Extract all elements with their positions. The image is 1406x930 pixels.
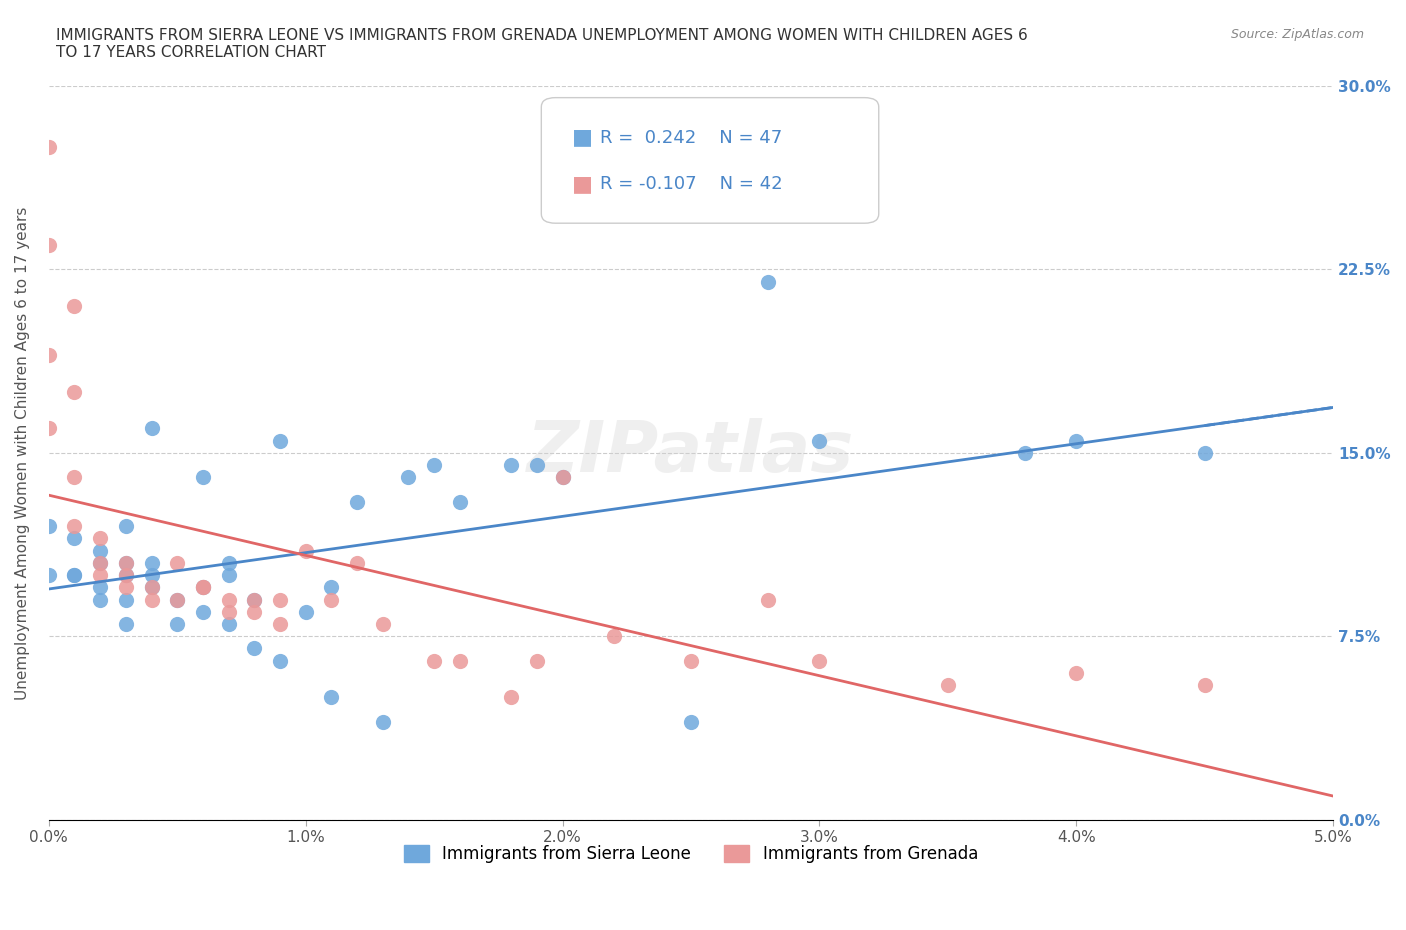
Point — [371, 714, 394, 729]
Text: R = -0.107    N = 42: R = -0.107 N = 42 — [600, 175, 783, 193]
Point — [38, 421, 60, 436]
Point — [114, 567, 136, 582]
Point — [679, 714, 702, 729]
Point — [38, 348, 60, 363]
Point — [808, 433, 831, 448]
Point — [1194, 445, 1216, 460]
Point — [936, 678, 959, 693]
Point — [114, 567, 136, 582]
Point — [526, 653, 548, 668]
Point — [114, 555, 136, 570]
Point — [396, 470, 419, 485]
Point — [114, 555, 136, 570]
Point — [218, 617, 240, 631]
Point — [501, 458, 523, 472]
Point — [63, 567, 86, 582]
Point — [114, 519, 136, 534]
Point — [423, 458, 446, 472]
Point — [89, 555, 111, 570]
Point — [166, 617, 188, 631]
Point — [63, 470, 86, 485]
Legend: Immigrants from Sierra Leone, Immigrants from Grenada: Immigrants from Sierra Leone, Immigrants… — [396, 838, 984, 870]
Point — [321, 690, 343, 705]
Point — [63, 531, 86, 546]
Point — [269, 653, 291, 668]
Point — [501, 690, 523, 705]
Point — [141, 555, 163, 570]
Point — [141, 579, 163, 594]
Text: IMMIGRANTS FROM SIERRA LEONE VS IMMIGRANTS FROM GRENADA UNEMPLOYMENT AMONG WOMEN: IMMIGRANTS FROM SIERRA LEONE VS IMMIGRAN… — [56, 28, 1028, 60]
Point — [191, 604, 214, 619]
Point — [1064, 433, 1087, 448]
Point — [114, 617, 136, 631]
Point — [191, 579, 214, 594]
Point — [141, 592, 163, 607]
Point — [294, 543, 316, 558]
Point — [218, 604, 240, 619]
Point — [551, 470, 574, 485]
Point — [269, 592, 291, 607]
Point — [166, 592, 188, 607]
Point — [243, 641, 266, 656]
Point — [63, 384, 86, 399]
Point — [89, 531, 111, 546]
Point — [218, 592, 240, 607]
Point — [191, 579, 214, 594]
Point — [1014, 445, 1036, 460]
Point — [243, 604, 266, 619]
Point — [371, 617, 394, 631]
Point — [1064, 666, 1087, 681]
Point — [423, 653, 446, 668]
Point — [166, 555, 188, 570]
Point — [679, 653, 702, 668]
Point — [808, 653, 831, 668]
Point — [38, 519, 60, 534]
Point — [89, 592, 111, 607]
Point — [449, 494, 471, 509]
Point — [63, 519, 86, 534]
Point — [114, 579, 136, 594]
Point — [114, 592, 136, 607]
Point — [218, 555, 240, 570]
Point — [756, 274, 779, 289]
Point — [294, 604, 316, 619]
Point — [141, 579, 163, 594]
Point — [551, 470, 574, 485]
Y-axis label: Unemployment Among Women with Children Ages 6 to 17 years: Unemployment Among Women with Children A… — [15, 206, 30, 699]
Point — [526, 458, 548, 472]
Point — [269, 433, 291, 448]
Point — [89, 555, 111, 570]
Text: Source: ZipAtlas.com: Source: ZipAtlas.com — [1230, 28, 1364, 41]
Point — [89, 543, 111, 558]
Point — [1194, 678, 1216, 693]
Point — [191, 470, 214, 485]
Point — [89, 579, 111, 594]
Point — [63, 567, 86, 582]
Point — [756, 592, 779, 607]
Point — [321, 579, 343, 594]
Point — [218, 567, 240, 582]
Point — [89, 567, 111, 582]
Point — [63, 299, 86, 313]
Point — [38, 567, 60, 582]
Text: R =  0.242    N = 47: R = 0.242 N = 47 — [600, 128, 783, 147]
Point — [243, 592, 266, 607]
Text: ZIPatlas: ZIPatlas — [527, 418, 855, 487]
Point — [346, 555, 368, 570]
Point — [346, 494, 368, 509]
Point — [38, 237, 60, 252]
Point — [191, 579, 214, 594]
Point — [141, 567, 163, 582]
Point — [321, 592, 343, 607]
Point — [141, 421, 163, 436]
Point — [38, 140, 60, 154]
Text: ■: ■ — [572, 127, 593, 148]
Point — [449, 653, 471, 668]
Point — [269, 617, 291, 631]
Point — [166, 592, 188, 607]
Point — [603, 629, 626, 644]
Text: ■: ■ — [572, 174, 593, 194]
Point — [243, 592, 266, 607]
